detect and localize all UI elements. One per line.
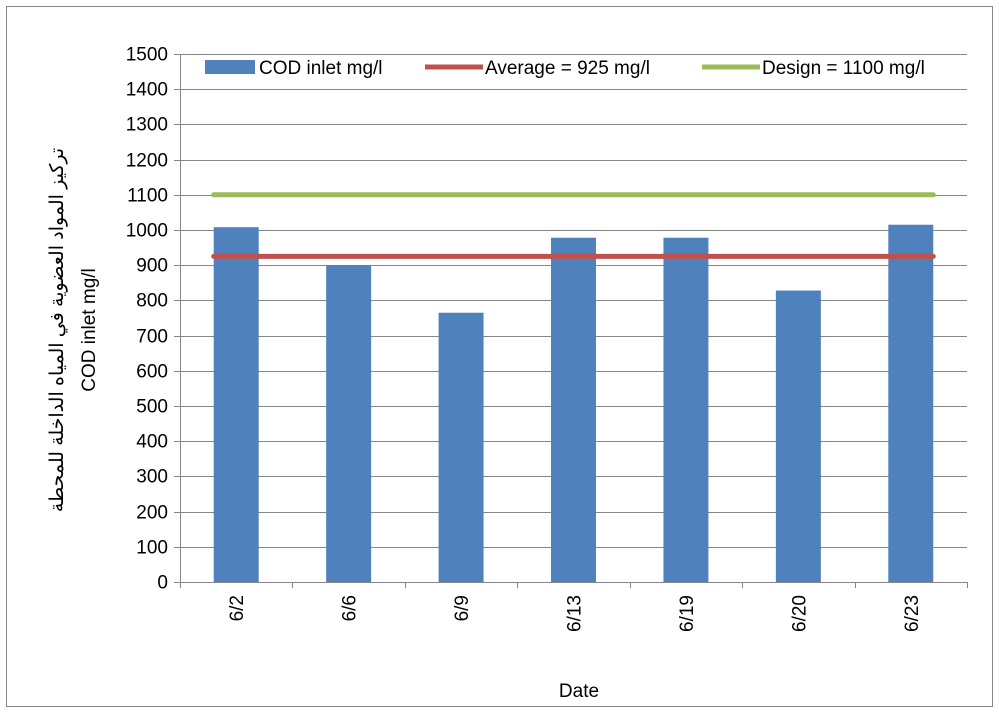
y-tick-label: 600	[136, 362, 168, 383]
bar-series	[213, 224, 934, 582]
chart-frame	[6, 6, 993, 707]
x-tick-label: 6/23	[902, 595, 923, 632]
y-tick-label: 200	[136, 503, 168, 524]
bar	[663, 237, 709, 582]
bar	[438, 312, 484, 582]
y-tick-label: 0	[157, 573, 168, 594]
legend-label: COD inlet mg/l	[259, 58, 383, 79]
bar	[213, 227, 259, 582]
y-tick-label: 800	[136, 291, 168, 312]
y-axis-title: COD inlet mg/l	[79, 268, 100, 392]
y-tick-label: 1100	[127, 186, 168, 207]
y-tick-label: 500	[136, 397, 168, 418]
legend-label: Average = 925 mg/l	[485, 58, 650, 79]
y-tick-label: 300	[136, 467, 168, 488]
y-tick-label: 1500	[126, 45, 168, 66]
x-tick-label: 6/6	[340, 595, 361, 621]
axes	[174, 54, 968, 588]
legend: COD inlet mg/l Average = 925 mg/l Design =…	[205, 58, 925, 79]
y-tick-label: 1300	[126, 115, 168, 136]
bar	[326, 265, 372, 582]
x-tick-label: 6/13	[565, 595, 586, 632]
x-tick-label: 6/2	[227, 595, 248, 621]
y-tick-label: 400	[136, 432, 168, 453]
y-tick-label: 1000	[126, 221, 168, 242]
legend-label: Design = 1100 mg/l	[762, 58, 925, 79]
bar	[888, 224, 934, 582]
y-axis-title-arabic: تركيز المواد العضوية في المياه الداخلة ل…	[47, 148, 68, 512]
x-axis-title: Date	[559, 681, 599, 702]
x-tick-label: 6/19	[677, 595, 698, 632]
y-tick-label: 1400	[126, 80, 168, 101]
legend-swatch	[205, 60, 255, 74]
x-tick-label: 6/9	[452, 595, 473, 621]
bar	[775, 290, 821, 582]
tick-labels: 0 100 200 300 400 500 600 700 800 900 1000 1100 1200…	[126, 45, 923, 632]
y-tick-label: 700	[136, 327, 168, 348]
y-tick-label: 100	[136, 538, 168, 559]
bar	[551, 237, 596, 582]
x-tick-label: 6/20	[789, 595, 810, 632]
line-series	[211, 192, 936, 259]
y-tick-label: 1200	[126, 151, 168, 172]
y-tick-label: 900	[136, 256, 168, 277]
